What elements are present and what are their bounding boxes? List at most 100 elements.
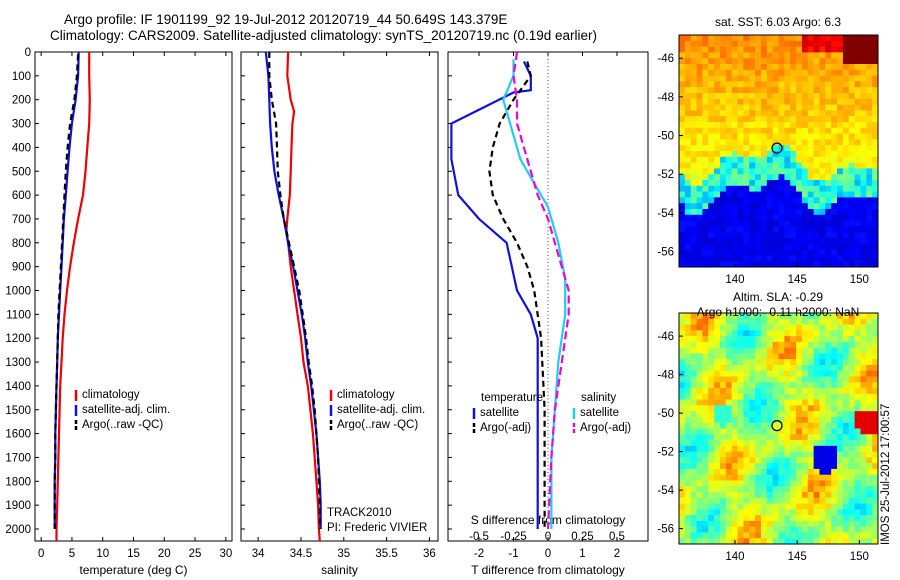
- map-cell: [872, 220, 878, 227]
- map-cell: [848, 382, 856, 389]
- map-cell: [719, 347, 727, 355]
- map-cell: [766, 209, 774, 216]
- map-cell: [854, 191, 862, 198]
- map-cell: [831, 376, 838, 383]
- map-cell: [749, 191, 756, 198]
- map-cell: [737, 139, 744, 146]
- map-cell: [731, 226, 739, 233]
- map-cell: [708, 52, 715, 59]
- map-cell: [831, 520, 838, 528]
- map-cell: [831, 174, 838, 181]
- map-cell: [714, 474, 721, 482]
- map-cell: [731, 168, 739, 175]
- map-cell: [872, 341, 878, 349]
- map-cell: [796, 104, 803, 111]
- map-cell: [801, 313, 809, 320]
- map-cell: [778, 93, 785, 100]
- map-cell: [807, 416, 815, 424]
- map-cell: [825, 359, 832, 366]
- map-cell: [731, 145, 739, 152]
- map-cell: [696, 468, 704, 476]
- map-cell: [749, 388, 756, 395]
- map-cell: [848, 526, 856, 534]
- map-cell: [725, 341, 733, 349]
- map-cell: [760, 538, 768, 544]
- map-cell: [679, 203, 686, 210]
- map-cell: [714, 209, 721, 216]
- map-cell: [872, 364, 878, 372]
- map-cell: [872, 440, 878, 447]
- map-cell: [842, 468, 850, 476]
- map-cell: [784, 393, 791, 401]
- map-cell: [854, 185, 862, 193]
- map-cell: [719, 445, 727, 453]
- map-cell: [702, 203, 709, 210]
- map-cell: [725, 133, 733, 140]
- map-cell: [866, 393, 873, 401]
- map-cell: [684, 509, 692, 516]
- map-cell: [755, 191, 762, 198]
- map-cell: [790, 457, 797, 464]
- map-cell: [725, 261, 733, 267]
- map-cell: [760, 405, 768, 412]
- y-tick-label: 1500: [5, 405, 31, 417]
- map-cell: [749, 116, 756, 123]
- map-cell: [679, 220, 686, 227]
- map-cell: [708, 127, 715, 135]
- map-cell: [819, 370, 826, 378]
- map-cell: [790, 46, 797, 53]
- map-cell: [796, 151, 803, 158]
- map-cell: [825, 87, 832, 94]
- map-cell: [796, 209, 803, 216]
- map-cell: [837, 353, 844, 360]
- map-cell: [684, 98, 692, 106]
- map-cell: [801, 232, 809, 239]
- map-cell: [731, 526, 739, 534]
- map-cell: [860, 353, 867, 360]
- map-cell: [778, 58, 785, 65]
- map-cell: [690, 486, 698, 493]
- map-cell: [696, 526, 704, 534]
- map-cell: [796, 249, 803, 256]
- map-cell: [731, 497, 739, 505]
- map-cell: [848, 238, 856, 245]
- map-cell: [801, 440, 809, 447]
- map-cell: [807, 370, 815, 378]
- map-cell: [831, 191, 838, 198]
- map-cell: [866, 497, 873, 505]
- map-cell: [684, 110, 692, 117]
- map-cell: [772, 104, 780, 111]
- top-tick-label: 0.25: [571, 531, 593, 543]
- map-cell: [760, 52, 768, 59]
- map-cell: [796, 353, 803, 360]
- map-cell: [842, 110, 850, 117]
- map-cell: [813, 261, 821, 267]
- map-cell: [719, 203, 727, 210]
- map-cell: [690, 232, 698, 239]
- map-cell: [807, 151, 815, 158]
- map-cell: [807, 87, 815, 94]
- map-cell: [837, 376, 844, 383]
- map-cell: [749, 75, 756, 82]
- map-cell: [714, 440, 721, 447]
- map-cell: [749, 214, 756, 222]
- map-cell: [825, 226, 832, 233]
- map-cell: [766, 382, 774, 389]
- map-cell: [731, 434, 739, 441]
- map-cell: [731, 313, 739, 320]
- map-cell: [778, 474, 785, 482]
- map-cell: [837, 428, 844, 435]
- map-cell: [837, 318, 844, 326]
- map-cell: [813, 388, 821, 395]
- map-cell: [854, 526, 862, 534]
- map-cell: [860, 168, 867, 175]
- map-cell: [696, 122, 704, 129]
- map-cell: [796, 139, 803, 146]
- map-cell: [766, 64, 774, 71]
- map-cell: [860, 318, 867, 326]
- map-cell: [766, 214, 774, 222]
- map-cell: [837, 214, 844, 222]
- map-cell: [848, 468, 856, 476]
- map-cell: [708, 261, 715, 267]
- map-cell: [725, 457, 733, 464]
